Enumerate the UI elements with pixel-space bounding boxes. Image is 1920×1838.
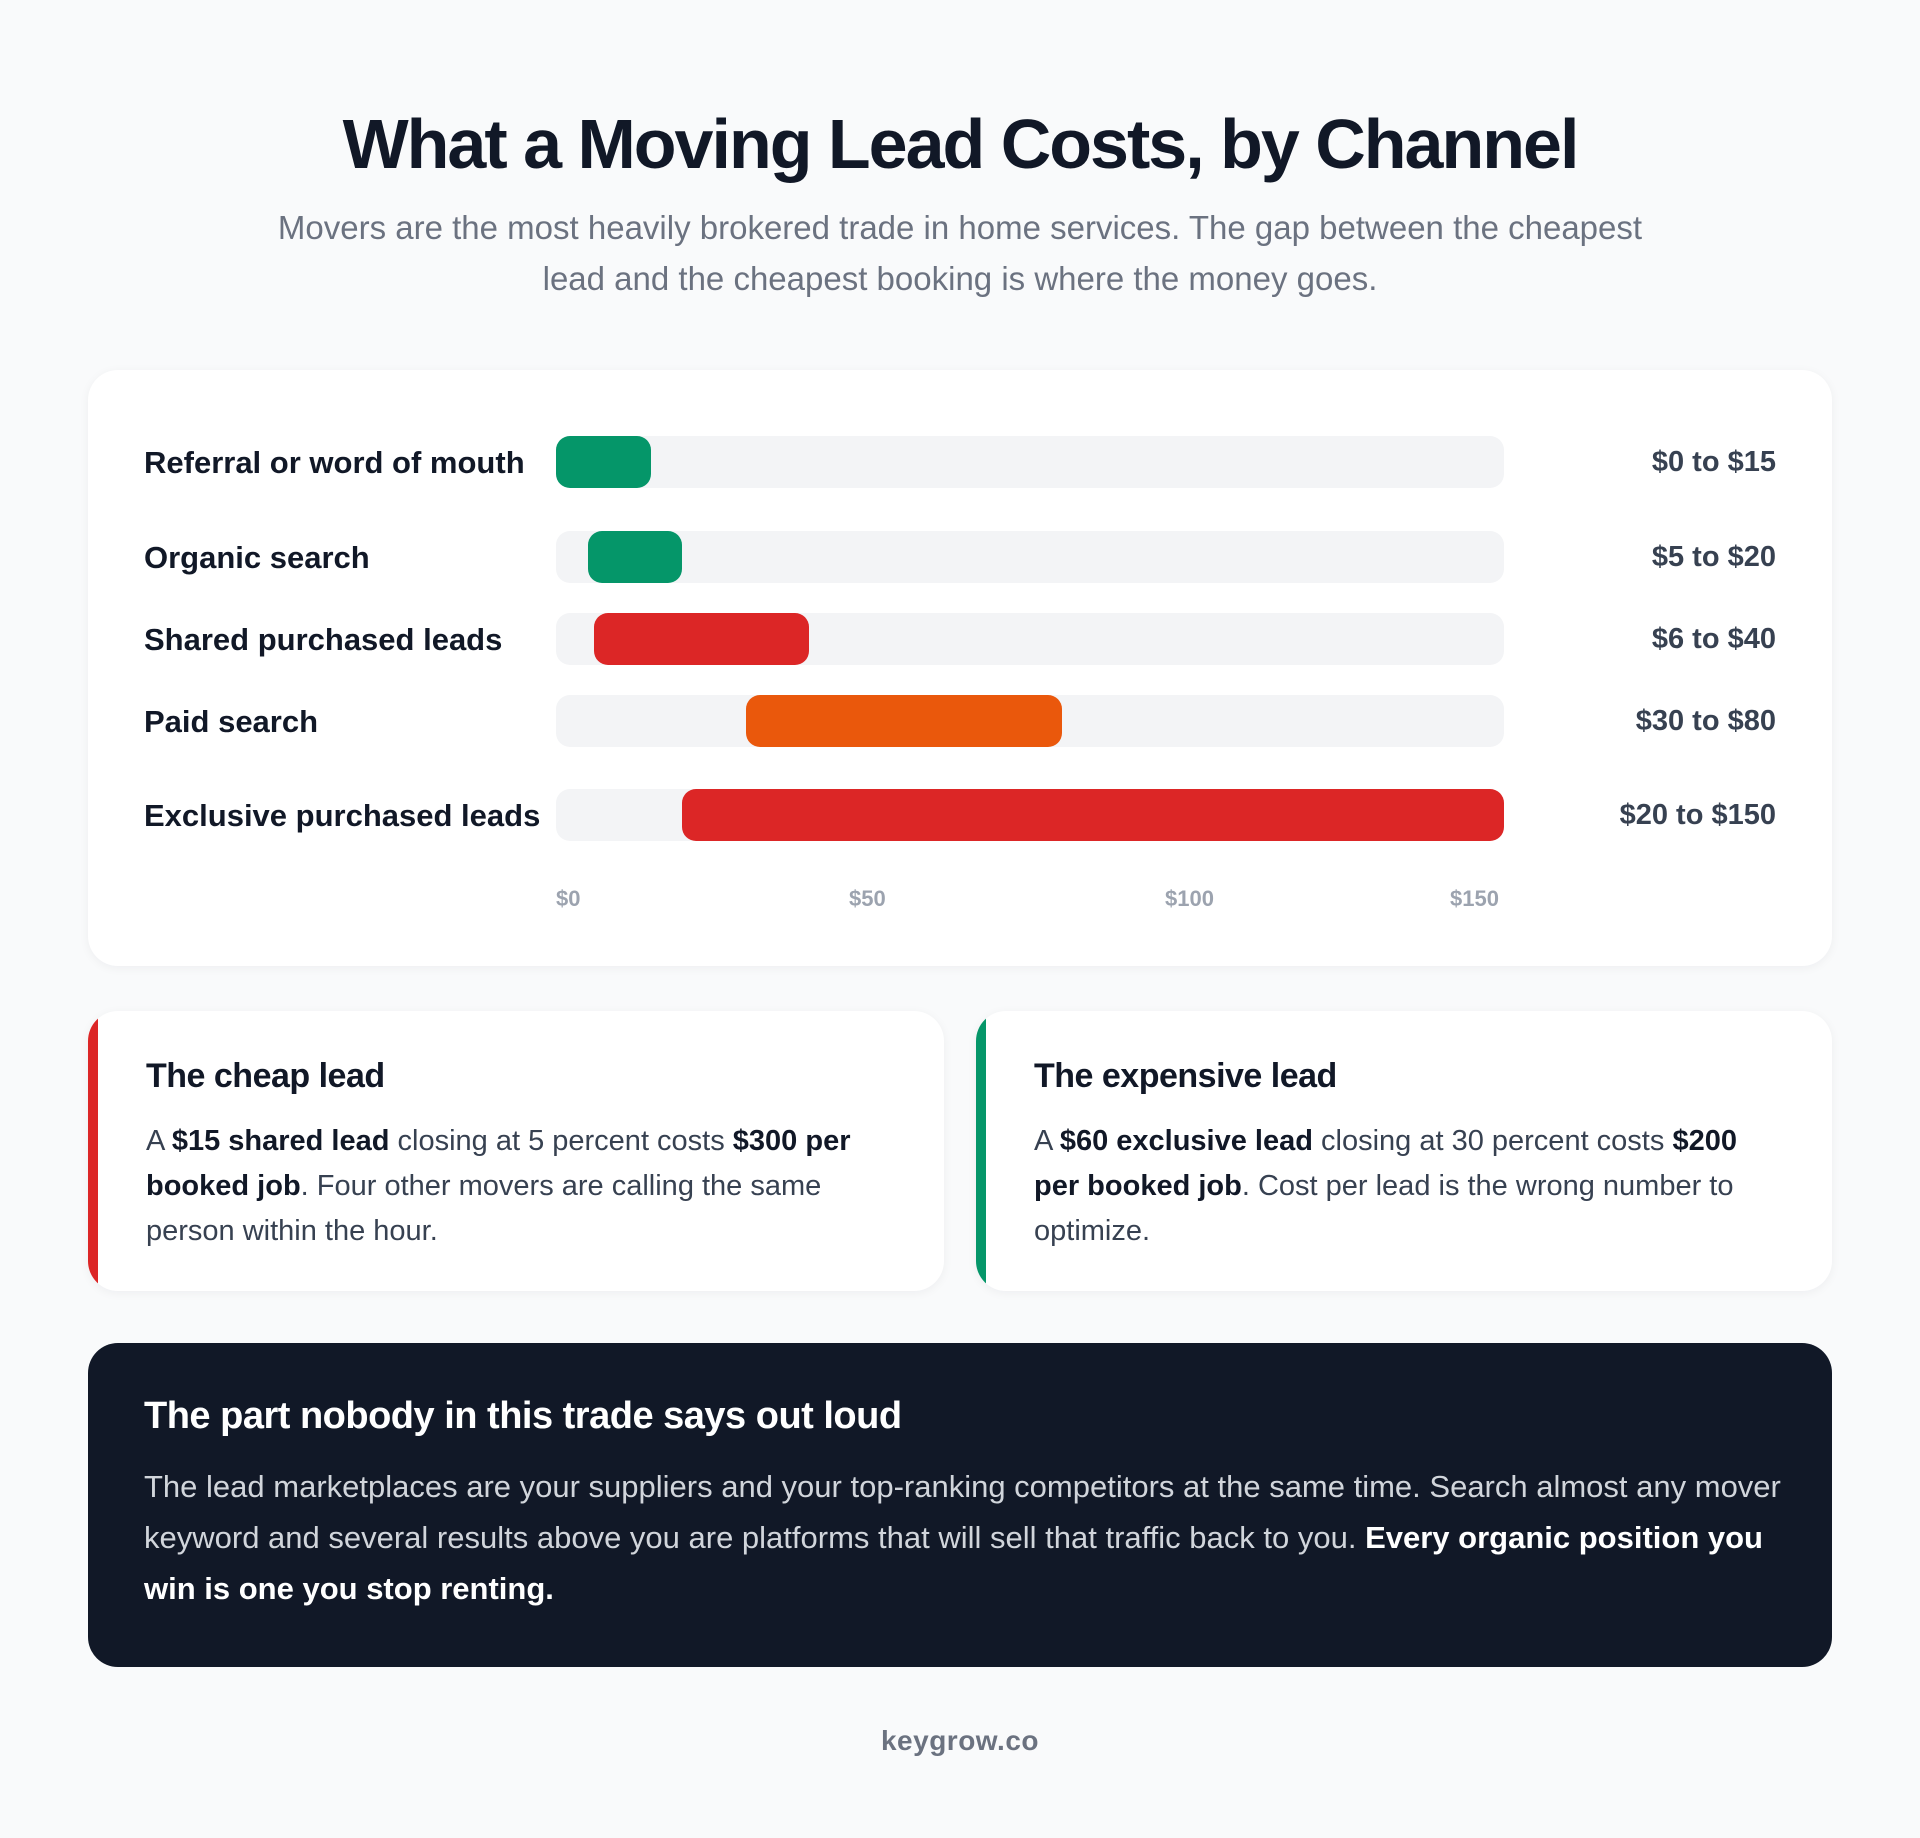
note-text: closing at 5 percent costs bbox=[389, 1125, 733, 1157]
note-text: closing at 30 percent costs bbox=[1312, 1125, 1673, 1157]
x-tick-label: $100 bbox=[1165, 886, 1214, 911]
page-title: What a Moving Lead Costs, by Channel bbox=[342, 105, 1580, 183]
bar-track bbox=[556, 695, 1504, 747]
note-title: The cheap lead bbox=[146, 1057, 385, 1095]
note-emphasis: $60 exclusive lead bbox=[1059, 1125, 1313, 1157]
callout-body: The lead marketplaces are your suppliers… bbox=[144, 1461, 1784, 1614]
bar-track bbox=[556, 613, 1504, 665]
row-label: Referral or word of mouth bbox=[144, 444, 525, 480]
bar-track bbox=[556, 789, 1504, 841]
note-title: The expensive lead bbox=[1034, 1057, 1337, 1095]
range-bar bbox=[745, 695, 1062, 747]
footer-brand: keygrow.co bbox=[880, 1725, 1039, 1756]
range-bar bbox=[587, 531, 683, 583]
range-label: $30 to $80 bbox=[1635, 704, 1776, 737]
row-label: Organic search bbox=[144, 539, 370, 575]
note-emphasis: $300 per booked job bbox=[146, 1125, 851, 1202]
x-tick-label: $50 bbox=[849, 886, 886, 911]
note-emphasis: $15 shared lead bbox=[171, 1125, 390, 1157]
note-text: . Four other movers are calling the same… bbox=[146, 1170, 822, 1247]
note-text: . Cost per lead is the wrong number to o… bbox=[1034, 1170, 1734, 1247]
note-text: A bbox=[146, 1125, 172, 1157]
note-card-expensive-lead: The expensive lead A $60 exclusive lead … bbox=[976, 1011, 1832, 1291]
range-label: $20 to $150 bbox=[1619, 798, 1776, 831]
x-tick-label: $0 bbox=[556, 886, 581, 911]
note-card-cheap-lead: The cheap lead A $15 shared lead closing… bbox=[88, 1011, 944, 1291]
note-emphasis: $200 per booked job bbox=[1034, 1125, 1737, 1202]
range-bar bbox=[556, 436, 651, 488]
callout-emphasis: Every organic position you win is one yo… bbox=[144, 1520, 1763, 1606]
range-label: $5 to $20 bbox=[1651, 540, 1776, 573]
page-subtitle: Movers are the most heavily brokered tra… bbox=[277, 209, 1643, 297]
callout-text: The lead marketplaces are your suppliers… bbox=[144, 1469, 1781, 1555]
note-body: A $60 exclusive lead closing at 30 perce… bbox=[1034, 1119, 1774, 1254]
x-tick-label: $150 bbox=[1450, 886, 1499, 911]
bar-track bbox=[556, 531, 1504, 583]
row-label: Exclusive purchased leads bbox=[144, 797, 541, 833]
range-bar bbox=[593, 613, 809, 665]
row-label: Shared purchased leads bbox=[144, 621, 503, 657]
range-bar bbox=[682, 789, 1504, 841]
chart-card: Referral or word of mouth $0 to $15 Organi… bbox=[88, 370, 1832, 966]
callout-card: The part nobody in this trade says out l… bbox=[88, 1343, 1832, 1667]
note-body: A $15 shared lead closing at 5 percent c… bbox=[146, 1119, 886, 1254]
row-label: Paid search bbox=[144, 703, 319, 739]
range-label: $6 to $40 bbox=[1651, 622, 1776, 655]
note-text: A bbox=[1034, 1125, 1060, 1157]
bar-track bbox=[556, 436, 1504, 488]
range-label: $0 to $15 bbox=[1651, 445, 1776, 478]
note-accent-bar bbox=[88, 1011, 98, 1291]
callout-title: The part nobody in this trade says out l… bbox=[144, 1395, 902, 1437]
note-accent-bar bbox=[976, 1011, 986, 1291]
